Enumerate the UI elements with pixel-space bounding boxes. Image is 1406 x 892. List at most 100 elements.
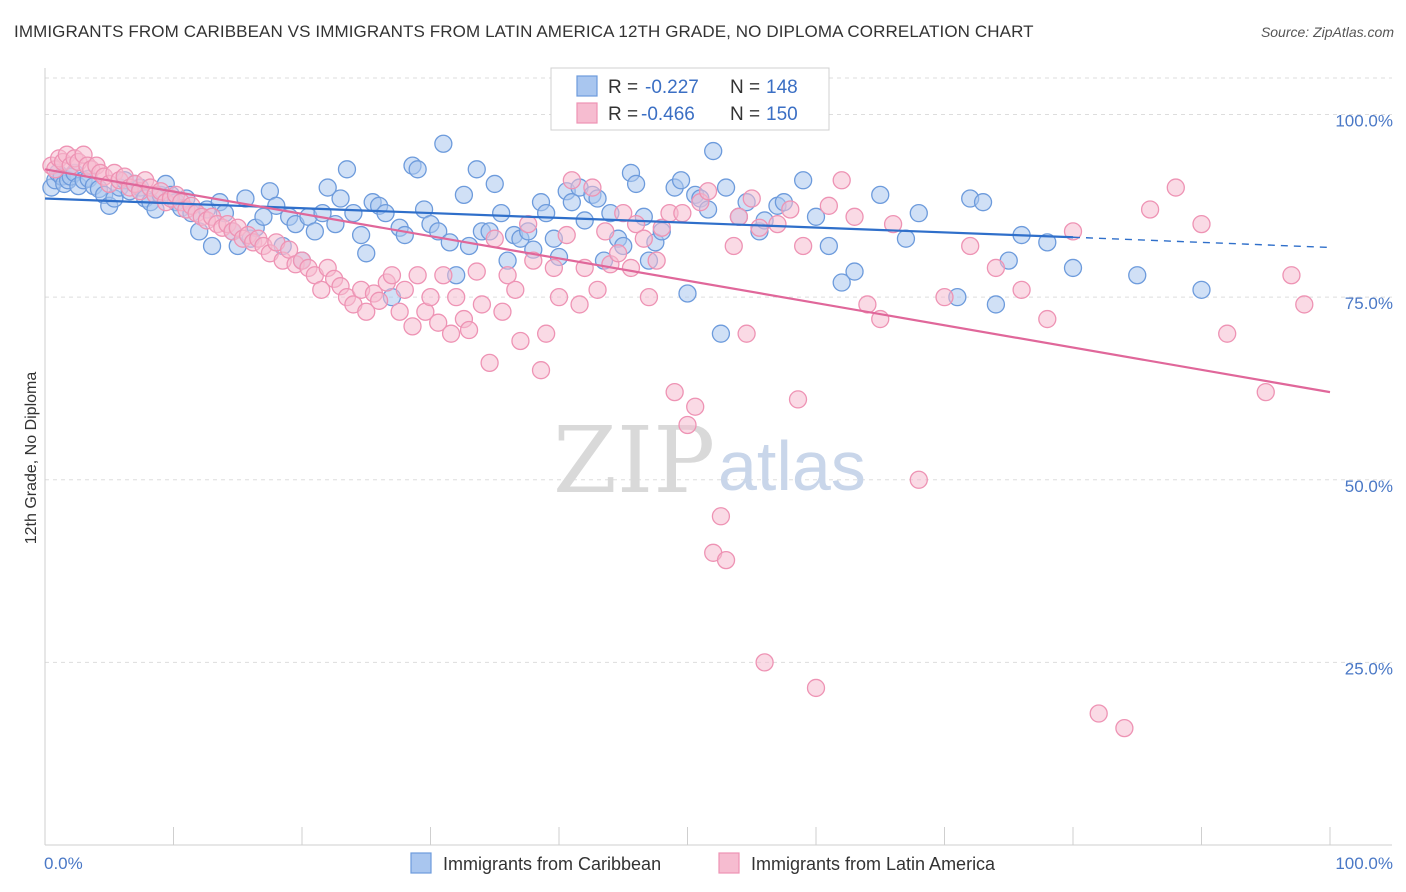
y-tick-label-3: 100.0% (1335, 112, 1393, 131)
legend-swatch-caribbean (576, 75, 598, 97)
latin-america-point-67 (403, 317, 422, 336)
latin-america-point-96 (588, 280, 607, 299)
latin-america-point-149 (1295, 295, 1314, 314)
caribbean-point-55 (344, 203, 363, 223)
latin-america-point-105 (647, 251, 666, 270)
caribbean-point-51 (318, 178, 337, 197)
latin-america-point-77 (467, 262, 486, 281)
caribbean-point-136 (1128, 266, 1147, 285)
latin-america-point-93 (570, 295, 589, 314)
latin-america-point-60 (357, 302, 376, 321)
latin-america-point-76 (459, 320, 479, 340)
latin-america-point-82 (498, 266, 517, 285)
caribbean-point-127 (909, 203, 928, 223)
latin-america-point-73 (441, 324, 461, 343)
latin-america-point-144 (1166, 178, 1185, 197)
caribbean-point-122 (819, 236, 838, 256)
caribbean-point-49 (305, 222, 325, 241)
caribbean-point-33 (202, 236, 222, 256)
latin-america-point-122 (755, 653, 774, 672)
watermark-atlas: atlas (718, 427, 866, 505)
latin-america-point-79 (480, 353, 499, 373)
caribbean-point-65 (408, 160, 427, 179)
latin-america-point-133 (883, 214, 903, 234)
caribbean-point-89 (562, 193, 581, 212)
latin-america-point-71 (429, 313, 448, 332)
latin-america-point-118 (729, 207, 749, 226)
caribbean-point-110 (704, 141, 723, 161)
latin-america-point-145 (1192, 214, 1211, 234)
latin-america-point-74 (447, 287, 466, 307)
latin-america-point-90 (549, 287, 569, 307)
latin-america-point-85 (519, 214, 538, 234)
caribbean-point-126 (896, 229, 916, 248)
latin-america-point-116 (716, 550, 736, 570)
caribbean-point-106 (678, 284, 697, 303)
latin-america-point-106 (652, 218, 671, 237)
latin-america-point-104 (639, 287, 659, 307)
latin-america-point-86 (524, 251, 543, 270)
caribbean-point-70 (440, 233, 459, 252)
latin-america-point-117 (724, 236, 743, 256)
axes (44, 68, 1392, 846)
latin-america-point-84 (511, 331, 530, 351)
caribbean-point-63 (395, 225, 414, 245)
legend-n-value-0: 148 (766, 77, 798, 98)
latin-america-point-126 (794, 236, 813, 256)
latin-america-point-123 (768, 214, 787, 234)
latin-america-point-64 (382, 266, 402, 285)
latin-america-point-120 (742, 189, 761, 208)
caribbean-point-99 (626, 174, 646, 194)
trend-line-latin-america (44, 168, 1331, 394)
latin-america-point-100 (614, 203, 633, 223)
latin-america-point-62 (369, 291, 389, 310)
latin-america-point-134 (909, 470, 928, 489)
series-latin-america-points (42, 145, 1314, 738)
bottom-legend-swatch-caribbean (410, 852, 432, 874)
y-tick-label-0: 25.0% (1345, 659, 1393, 678)
caribbean-point-91 (575, 211, 594, 230)
latin-america-point-128 (819, 196, 838, 215)
latin-america-point-109 (673, 203, 692, 223)
caribbean-point-124 (845, 262, 864, 281)
latin-america-point-113 (698, 182, 718, 201)
y-axis-label: 12th Grade, No Diploma (23, 372, 40, 545)
y-tick-labels: 25.0% 50.0% 75.0% 100.0% (1335, 112, 1393, 679)
latin-america-point-139 (1038, 309, 1057, 329)
x-tick-label-max: 100.0% (1335, 854, 1393, 873)
latin-america-point-143 (1140, 200, 1160, 219)
latin-america-point-125 (788, 390, 808, 409)
caribbean-point-135 (1063, 258, 1083, 278)
latin-america-point-101 (621, 258, 641, 278)
y-tick-label-1: 50.0% (1345, 477, 1393, 496)
latin-america-point-83 (506, 280, 525, 299)
latin-america-point-103 (634, 229, 653, 248)
latin-america-point-129 (832, 171, 851, 190)
legend-r-value-1: -0.466 (641, 104, 695, 125)
caribbean-point-134 (1038, 233, 1057, 252)
caribbean-point-112 (716, 178, 736, 197)
latin-america-point-108 (665, 382, 684, 402)
latin-america-point-135 (935, 287, 954, 307)
caribbean-point-125 (871, 185, 890, 205)
latin-america-point-95 (583, 178, 602, 197)
source-note: Source: ZipAtlas.com (1260, 24, 1394, 40)
latin-america-point-142 (1115, 718, 1134, 738)
latin-america-point-115 (711, 507, 731, 526)
latin-america-point-70 (421, 287, 440, 307)
latin-america-point-148 (1282, 266, 1301, 285)
legend-n-label-0: N = (730, 77, 760, 98)
trend-line-caribbean (44, 197, 1074, 239)
x-tick-label-min: 0.0% (44, 854, 83, 873)
latin-america-point-124 (781, 200, 800, 219)
caribbean-point-121 (806, 207, 826, 226)
latin-america-point-91 (557, 225, 576, 245)
latin-america-point-97 (596, 222, 615, 241)
latin-america-point-130 (845, 207, 864, 226)
latin-america-point-92 (562, 171, 581, 190)
legend-n-label-1: N = (730, 104, 760, 125)
chart-title: IMMIGRANTS FROM CARIBBEAN VS IMMIGRANTS … (14, 22, 1034, 41)
latin-america-point-138 (1012, 280, 1031, 299)
latin-america-point-136 (961, 236, 980, 256)
